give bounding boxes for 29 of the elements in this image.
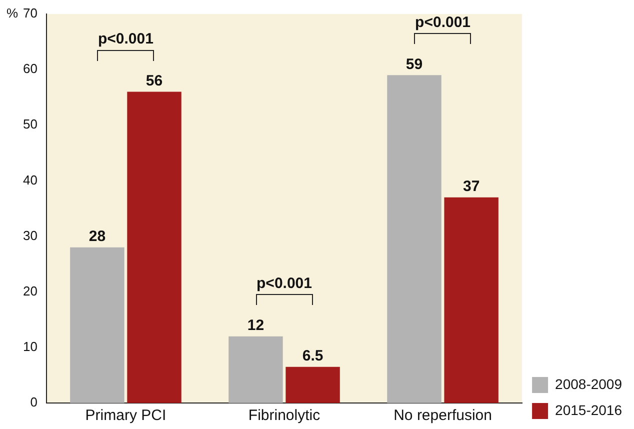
bar xyxy=(286,366,340,403)
y-tick-label: 0 xyxy=(30,394,38,410)
legend-label: 2008-2009 xyxy=(555,376,622,392)
annotation: p<0.001 xyxy=(415,14,471,31)
legend-label: 2015-2016 xyxy=(555,402,622,418)
y-tick-label: 30 xyxy=(22,228,38,243)
y-tick-label: 60 xyxy=(22,61,38,76)
data-label: 28 xyxy=(88,228,106,246)
x-tick-label: No reperfusion xyxy=(394,407,492,424)
data-label: 12 xyxy=(247,316,264,334)
y-tick-label: 40 xyxy=(22,172,38,188)
bar xyxy=(444,197,498,403)
y-axis-title: % xyxy=(6,6,18,21)
data-label: 59 xyxy=(406,56,423,73)
annotation: p<0.001 xyxy=(98,30,154,48)
bar xyxy=(228,336,283,403)
x-tick-label: Primary PCI xyxy=(85,407,166,424)
y-tick-label: 20 xyxy=(22,283,38,298)
y-tick-label: 70 xyxy=(22,6,38,21)
y-tick-label: 10 xyxy=(22,339,38,354)
data-label: 37 xyxy=(462,178,480,196)
y-tick-label: 50 xyxy=(22,116,38,132)
bar xyxy=(70,247,124,403)
data-label: 6.5 xyxy=(302,348,324,365)
data-label: 56 xyxy=(146,72,163,90)
x-tick-label: Fibrinolytic xyxy=(248,407,321,424)
bar xyxy=(127,92,182,403)
bar xyxy=(387,75,442,403)
annotation: p<0.001 xyxy=(256,274,312,292)
